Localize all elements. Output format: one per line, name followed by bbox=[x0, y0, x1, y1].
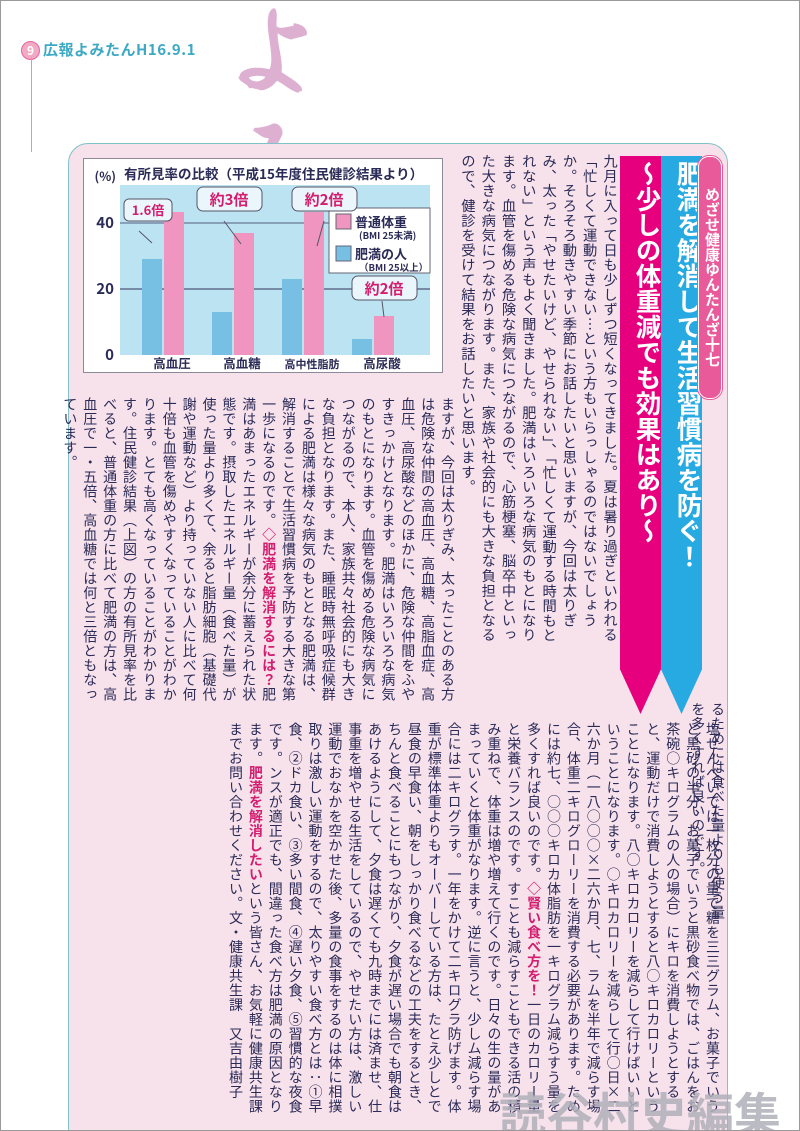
svg-text:高血圧: 高血圧 bbox=[153, 353, 191, 372]
svg-text:(%): (%) bbox=[95, 166, 117, 185]
svg-text:(BMI 25未満): (BMI 25未満) bbox=[359, 228, 416, 242]
svg-text:40: 40 bbox=[96, 212, 114, 233]
svg-text:20: 20 bbox=[96, 278, 114, 299]
svg-text:0: 0 bbox=[105, 344, 114, 365]
svg-text:高中性脂肪: 高中性脂肪 bbox=[285, 356, 340, 372]
svg-text:約3倍: 約3倍 bbox=[210, 189, 249, 210]
svg-text:約2倍: 約2倍 bbox=[305, 189, 344, 210]
svg-text:高尿酸: 高尿酸 bbox=[363, 353, 401, 372]
svg-text:1.6倍: 1.6倍 bbox=[132, 200, 165, 219]
svg-text:高血糖: 高血糖 bbox=[223, 353, 261, 372]
svg-text:（BMI 25以上）: （BMI 25以上） bbox=[359, 260, 428, 274]
svg-text:約2倍: 約2倍 bbox=[365, 278, 404, 299]
